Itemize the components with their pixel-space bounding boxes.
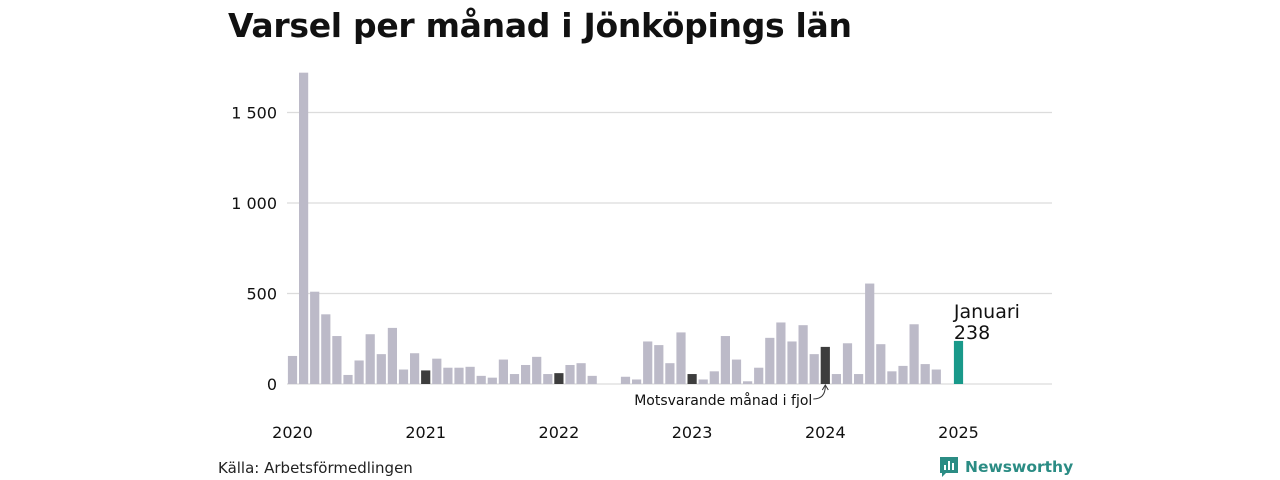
chart-title: Varsel per månad i Jönköpings län [228,6,852,45]
bar [587,375,597,384]
bar [820,346,830,384]
brand-logo[interactable]: Newsworthy [939,456,1073,478]
bar [465,366,475,384]
bar [831,374,841,384]
y-tick-label: 1 000 [231,194,277,213]
bar [410,353,420,384]
bar [654,345,664,384]
x-tick-label: 2024 [805,423,846,442]
previous-year-label: Motsvarande månad i fjol [634,392,812,409]
bar [842,343,853,384]
y-tick-label: 0 [267,375,277,394]
bar [321,314,331,384]
bar [487,377,497,384]
bar [454,367,464,384]
bar [332,336,342,384]
bar [720,336,730,384]
bar [543,374,553,384]
bars [287,72,964,385]
bar [498,359,508,384]
x-tick-label: 2025 [938,423,979,442]
bar [443,367,453,384]
current-value-label: 238 [954,322,990,344]
bar [731,359,742,384]
bar [376,354,386,384]
bar [798,325,808,384]
bar [909,324,919,384]
x-tick-label: 2023 [672,423,713,442]
bar [765,337,775,384]
bar [920,364,930,384]
bar [887,371,897,384]
bar [299,72,309,385]
bar [643,341,653,384]
x-tick-label: 2022 [539,423,580,442]
bar [565,364,575,384]
bar [620,376,631,384]
bar [676,332,686,384]
annotation-arrow [813,385,826,400]
x-tick-label: 2021 [405,423,446,442]
bar [476,375,486,384]
bar [632,379,642,384]
bar [665,363,675,384]
bar [421,370,431,384]
bar [687,374,697,384]
bar [709,371,719,384]
bar [398,369,409,384]
y-tick-label: 500 [246,285,277,304]
arrow-head [821,384,829,391]
bar [809,354,819,384]
bar [554,373,564,384]
bar [876,344,886,384]
bar [931,369,941,384]
bar [576,363,586,384]
bar [509,374,520,384]
x-tick-label: 2020 [272,423,313,442]
bar [898,365,908,384]
bar [287,355,298,384]
bar [310,291,320,384]
bar [521,364,531,384]
grid-lines [287,111,1052,385]
newsworthy-icon [940,457,958,477]
bar [532,356,542,384]
bar [953,340,964,384]
brand-name: Newsworthy [965,458,1074,476]
bar [776,322,786,384]
bar [387,327,397,384]
y-axis-ticks: 0 500 1 000 1 500 [231,104,277,395]
bar [432,358,442,384]
bar [743,381,753,384]
bar [365,334,375,384]
y-tick-label: 1 500 [231,104,277,123]
bar [698,379,708,384]
bar [354,360,364,384]
bar [854,374,864,384]
bar [343,374,353,384]
current-month-label: Januari [953,301,1020,323]
source-label: Källa: Arbetsförmedlingen [218,459,413,477]
bar [754,367,764,384]
x-axis-ticks: 2020 2021 2022 2023 2024 2025 [272,423,979,442]
bar [787,341,797,384]
bar [865,283,875,384]
